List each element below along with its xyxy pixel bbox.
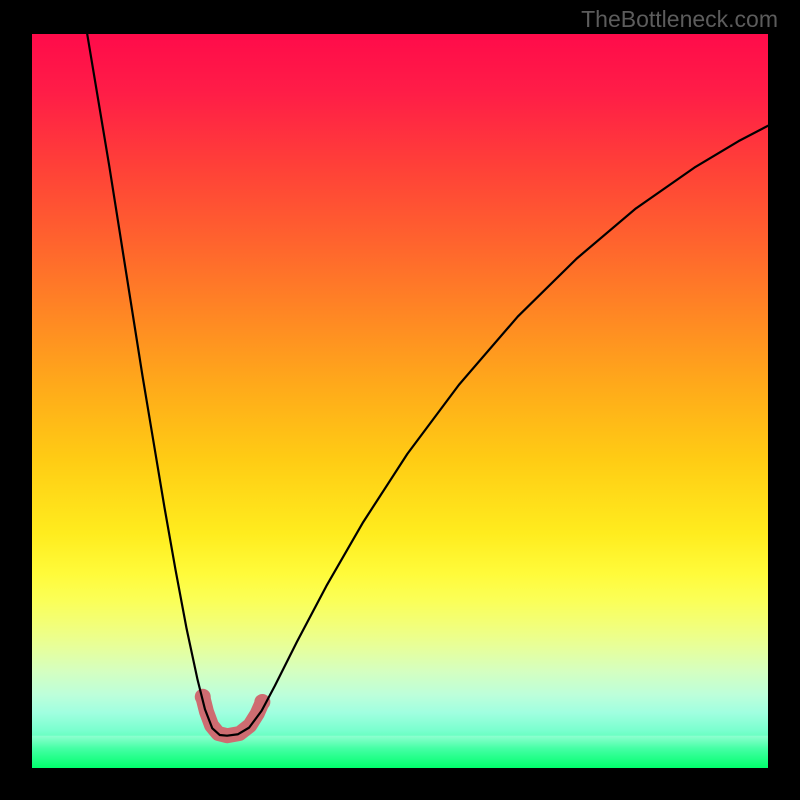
chart-frame: TheBottleneck.com [0,0,800,800]
bottleneck-curve [87,34,768,736]
optimum-highlight-band [203,697,263,736]
plot-area [32,34,768,768]
watermark-text: TheBottleneck.com [581,6,778,33]
curve-layer [32,34,768,768]
